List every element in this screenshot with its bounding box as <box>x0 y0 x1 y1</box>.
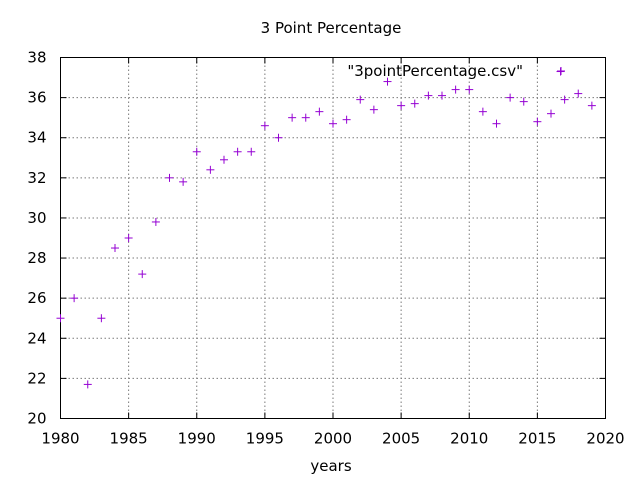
data-point <box>492 119 501 128</box>
axis-ticks <box>60 57 606 419</box>
data-point <box>56 314 65 323</box>
data-point <box>192 147 201 156</box>
data-point <box>220 155 228 164</box>
x-tick-label: 2010 <box>450 430 488 448</box>
data-point <box>274 133 283 142</box>
data-point <box>587 101 596 110</box>
data-point <box>97 314 106 323</box>
tick-labels: 20 22 24 26 28 30 32 34 36 38 1980 1985 1990 1995 2000… <box>27 49 624 448</box>
y-tick-label: 34 <box>27 129 46 147</box>
data-points <box>56 67 596 389</box>
chart-title: 3 Point Percentage <box>261 19 402 37</box>
x-axis-label: years <box>310 457 351 475</box>
y-tick-label: 28 <box>27 249 46 267</box>
data-point <box>356 95 365 104</box>
data-point <box>124 234 133 242</box>
data-point <box>383 77 392 86</box>
x-tick-label: 2000 <box>314 430 352 448</box>
data-point <box>315 107 324 116</box>
x-tick-label: 1980 <box>41 430 79 448</box>
data-point <box>138 270 147 279</box>
y-tick-label: 32 <box>27 169 46 187</box>
data-point <box>165 173 174 182</box>
grid <box>60 57 606 419</box>
data-point <box>506 93 515 102</box>
data-point <box>519 97 528 106</box>
data-point <box>556 67 565 76</box>
x-tick-label: 1990 <box>178 430 216 448</box>
y-tick-label: 22 <box>27 369 46 387</box>
y-tick-label: 24 <box>27 329 46 347</box>
data-point <box>329 119 337 128</box>
legend-label: "3pointPercentage.csv" <box>347 62 523 80</box>
data-point <box>233 147 242 156</box>
data-point <box>533 117 542 126</box>
data-point <box>83 380 92 389</box>
data-point <box>151 217 160 226</box>
y-tick-label: 38 <box>27 49 46 67</box>
x-tick-label: 1985 <box>110 430 148 448</box>
data-point <box>438 91 446 100</box>
x-tick-label: 2020 <box>586 430 624 448</box>
data-point <box>424 91 433 100</box>
data-point <box>560 95 569 104</box>
x-tick-label: 2015 <box>518 430 556 448</box>
data-point <box>179 177 188 186</box>
data-point <box>478 107 487 116</box>
x-tick-label: 2005 <box>382 430 420 448</box>
y-tick-label: 36 <box>27 89 46 107</box>
data-point <box>397 101 406 110</box>
data-point <box>369 105 378 114</box>
y-tick-label: 20 <box>27 410 46 428</box>
data-point <box>574 89 583 98</box>
data-point <box>465 85 474 94</box>
data-point <box>288 113 297 122</box>
data-point <box>247 147 256 156</box>
y-tick-label: 30 <box>27 209 46 227</box>
y-tick-label: 26 <box>27 289 46 307</box>
data-point <box>70 294 79 303</box>
data-point <box>111 244 119 253</box>
x-tick-label: 1995 <box>246 430 284 448</box>
data-point <box>206 165 215 174</box>
data-point <box>260 121 269 130</box>
data-point <box>342 115 351 124</box>
data-point <box>547 109 555 118</box>
data-point <box>301 113 310 122</box>
data-point <box>410 99 419 108</box>
data-point <box>451 85 460 94</box>
